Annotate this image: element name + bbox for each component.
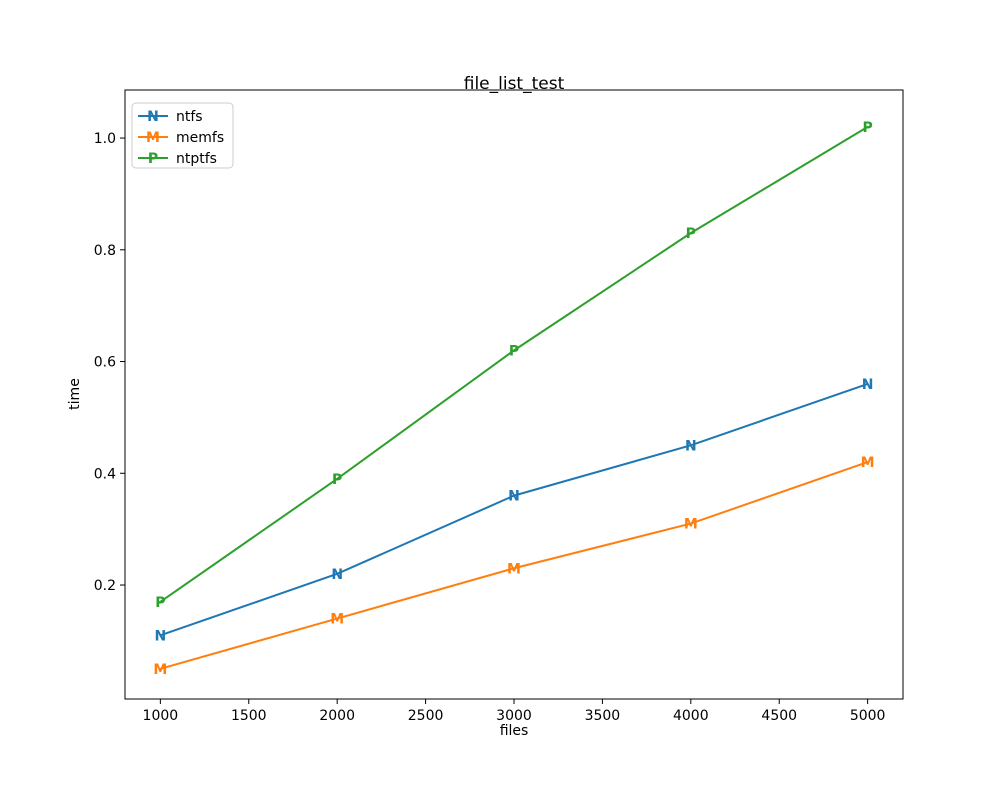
series-marker-ntfs: N bbox=[685, 438, 697, 454]
series-marker-memfs: M bbox=[330, 612, 344, 628]
y-tick-label: 0.4 bbox=[94, 466, 116, 482]
y-tick-label: 0.8 bbox=[94, 243, 116, 259]
series-marker-ntptfs: P bbox=[332, 472, 342, 488]
series-marker-ntptfs: P bbox=[686, 226, 696, 242]
y-axis-label: time bbox=[67, 378, 83, 410]
series-line-ntptfs bbox=[159, 125, 869, 603]
chart-title: file_list_test bbox=[463, 74, 565, 94]
series-marker-ntfs: N bbox=[331, 567, 343, 583]
legend-sample-marker-ntptfs: P bbox=[148, 151, 158, 167]
legend-box bbox=[131, 102, 234, 169]
x-axis-label: files bbox=[499, 723, 529, 739]
series-marker-memfs: M bbox=[861, 455, 875, 471]
x-tick-label: 5000 bbox=[850, 708, 886, 724]
series-marker-ntfs: N bbox=[155, 628, 167, 644]
x-tick-label: 3500 bbox=[585, 708, 621, 724]
legend-label-memfs: memfs bbox=[176, 130, 224, 146]
x-tick-label: 2000 bbox=[319, 708, 355, 724]
y-tick-label: 0.2 bbox=[94, 578, 116, 594]
series-marker-ntfs: N bbox=[508, 489, 520, 505]
x-tick-label: 4500 bbox=[761, 708, 797, 724]
series-marker-memfs: M bbox=[684, 517, 698, 533]
x-tick-label: 2500 bbox=[408, 708, 444, 724]
x-tick-label: 1500 bbox=[231, 708, 267, 724]
series-line-ntfs bbox=[159, 382, 869, 637]
series-marker-ntptfs: P bbox=[155, 595, 165, 611]
legend-sample-marker-memfs: M bbox=[146, 130, 160, 146]
legend-sample-marker-ntfs: N bbox=[147, 109, 159, 125]
x-tick-label: 1000 bbox=[143, 708, 179, 724]
series-marker-ntptfs: P bbox=[509, 343, 519, 359]
legend-label-ntfs: ntfs bbox=[176, 109, 203, 125]
series-marker-ntptfs: P bbox=[863, 120, 873, 136]
y-tick-label: 1.0 bbox=[94, 131, 116, 147]
series-marker-memfs: M bbox=[507, 561, 521, 577]
series-line-memfs bbox=[159, 461, 869, 670]
legend-label-ntptfs: ntptfs bbox=[176, 151, 217, 167]
series-marker-ntfs: N bbox=[862, 377, 874, 393]
x-tick-label: 3000 bbox=[496, 708, 532, 724]
y-tick-label: 0.6 bbox=[94, 355, 116, 371]
series-marker-memfs: M bbox=[153, 662, 167, 678]
x-tick-label: 4000 bbox=[673, 708, 709, 724]
